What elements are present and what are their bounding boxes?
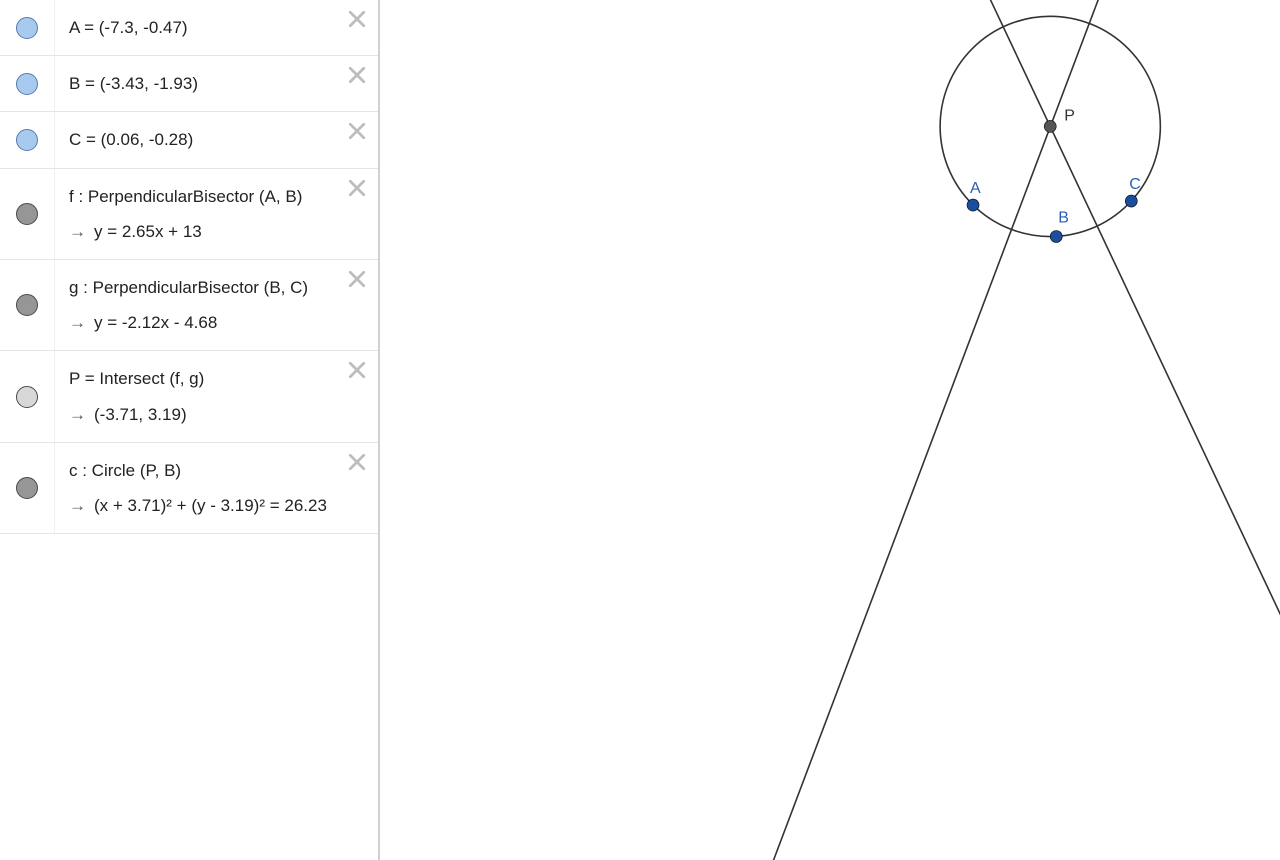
result-arrow-icon: → bbox=[69, 218, 86, 245]
expression-definition: f : PerpendicularBisector (A, B) bbox=[69, 183, 364, 210]
delete-button[interactable] bbox=[348, 179, 366, 197]
algebra-expression[interactable]: A = (-7.3, -0.47) bbox=[55, 0, 378, 55]
algebra-expression[interactable]: c : Circle (P, B) → (x + 3.71)² + (y - 3.1… bbox=[55, 443, 378, 533]
point-label-A: A bbox=[970, 180, 981, 197]
line-f[interactable] bbox=[380, 0, 1280, 860]
result-arrow-icon: → bbox=[69, 492, 86, 519]
visibility-dot-icon bbox=[16, 477, 38, 499]
visibility-dot-icon bbox=[16, 203, 38, 225]
algebra-expression[interactable]: B = (-3.43, -1.93) bbox=[55, 56, 378, 111]
visibility-toggle[interactable] bbox=[0, 443, 55, 533]
expression-result-text: y = -2.12x - 4.68 bbox=[94, 313, 217, 332]
line-g[interactable] bbox=[380, 0, 1280, 842]
expression-result: → (-3.71, 3.19) bbox=[69, 401, 364, 428]
visibility-toggle[interactable] bbox=[0, 112, 55, 167]
visibility-dot-icon bbox=[16, 294, 38, 316]
close-icon bbox=[348, 270, 366, 288]
geometry-canvas[interactable]: A B C P bbox=[380, 0, 1280, 860]
visibility-toggle[interactable] bbox=[0, 260, 55, 350]
point-label-C: C bbox=[1129, 176, 1141, 193]
algebra-row[interactable]: g : PerpendicularBisector (B, C) → y = -2.… bbox=[0, 260, 378, 351]
visibility-dot-icon bbox=[16, 386, 38, 408]
delete-button[interactable] bbox=[348, 453, 366, 471]
expression-result-text: y = 2.65x + 13 bbox=[94, 222, 202, 241]
visibility-dot-icon bbox=[16, 17, 38, 39]
geometry-svg: A B C P bbox=[380, 0, 1280, 860]
visibility-toggle[interactable] bbox=[0, 56, 55, 111]
algebra-row[interactable]: B = (-3.43, -1.93) bbox=[0, 56, 378, 112]
visibility-toggle[interactable] bbox=[0, 169, 55, 259]
close-icon bbox=[348, 10, 366, 28]
expression-definition: B = (-3.43, -1.93) bbox=[69, 70, 364, 97]
algebra-row[interactable]: C = (0.06, -0.28) bbox=[0, 112, 378, 168]
expression-result-text: (x + 3.71)² + (y - 3.19)² = 26.23 bbox=[94, 496, 327, 515]
point-A[interactable] bbox=[967, 199, 979, 211]
algebra-expression[interactable]: C = (0.06, -0.28) bbox=[55, 112, 378, 167]
expression-result: → y = -2.12x - 4.68 bbox=[69, 309, 364, 336]
expression-result: → y = 2.65x + 13 bbox=[69, 218, 364, 245]
algebra-row[interactable]: P = Intersect (f, g) → (-3.71, 3.19) bbox=[0, 351, 378, 442]
close-icon bbox=[348, 122, 366, 140]
point-P[interactable] bbox=[1044, 120, 1056, 132]
visibility-toggle[interactable] bbox=[0, 351, 55, 441]
expression-definition: A = (-7.3, -0.47) bbox=[69, 14, 364, 41]
point-C[interactable] bbox=[1125, 195, 1137, 207]
algebra-expression[interactable]: g : PerpendicularBisector (B, C) → y = -2.… bbox=[55, 260, 378, 350]
algebra-expression[interactable]: f : PerpendicularBisector (A, B) → y = 2.6… bbox=[55, 169, 378, 259]
delete-button[interactable] bbox=[348, 270, 366, 288]
expression-result-text: (-3.71, 3.19) bbox=[94, 405, 187, 424]
algebra-row[interactable]: c : Circle (P, B) → (x + 3.71)² + (y - 3.1… bbox=[0, 443, 378, 534]
close-icon bbox=[348, 66, 366, 84]
point-label-P: P bbox=[1064, 107, 1075, 124]
visibility-toggle[interactable] bbox=[0, 0, 55, 55]
delete-button[interactable] bbox=[348, 10, 366, 28]
delete-button[interactable] bbox=[348, 122, 366, 140]
expression-definition: g : PerpendicularBisector (B, C) bbox=[69, 274, 364, 301]
result-arrow-icon: → bbox=[69, 401, 86, 428]
algebra-row[interactable]: f : PerpendicularBisector (A, B) → y = 2.6… bbox=[0, 169, 378, 260]
point-label-B: B bbox=[1058, 209, 1069, 226]
close-icon bbox=[348, 361, 366, 379]
visibility-dot-icon bbox=[16, 129, 38, 151]
delete-button[interactable] bbox=[348, 66, 366, 84]
close-icon bbox=[348, 179, 366, 197]
expression-definition: c : Circle (P, B) bbox=[69, 457, 364, 484]
visibility-dot-icon bbox=[16, 73, 38, 95]
algebra-sidebar: A = (-7.3, -0.47) B = (-3.43, -1.93) C = (… bbox=[0, 0, 380, 860]
expression-result: → (x + 3.71)² + (y - 3.19)² = 26.23 bbox=[69, 492, 364, 519]
algebra-row[interactable]: A = (-7.3, -0.47) bbox=[0, 0, 378, 56]
expression-definition: P = Intersect (f, g) bbox=[69, 365, 364, 392]
point-B[interactable] bbox=[1050, 230, 1062, 242]
expression-definition: C = (0.06, -0.28) bbox=[69, 126, 364, 153]
result-arrow-icon: → bbox=[69, 309, 86, 336]
algebra-expression[interactable]: P = Intersect (f, g) → (-3.71, 3.19) bbox=[55, 351, 378, 441]
close-icon bbox=[348, 453, 366, 471]
delete-button[interactable] bbox=[348, 361, 366, 379]
